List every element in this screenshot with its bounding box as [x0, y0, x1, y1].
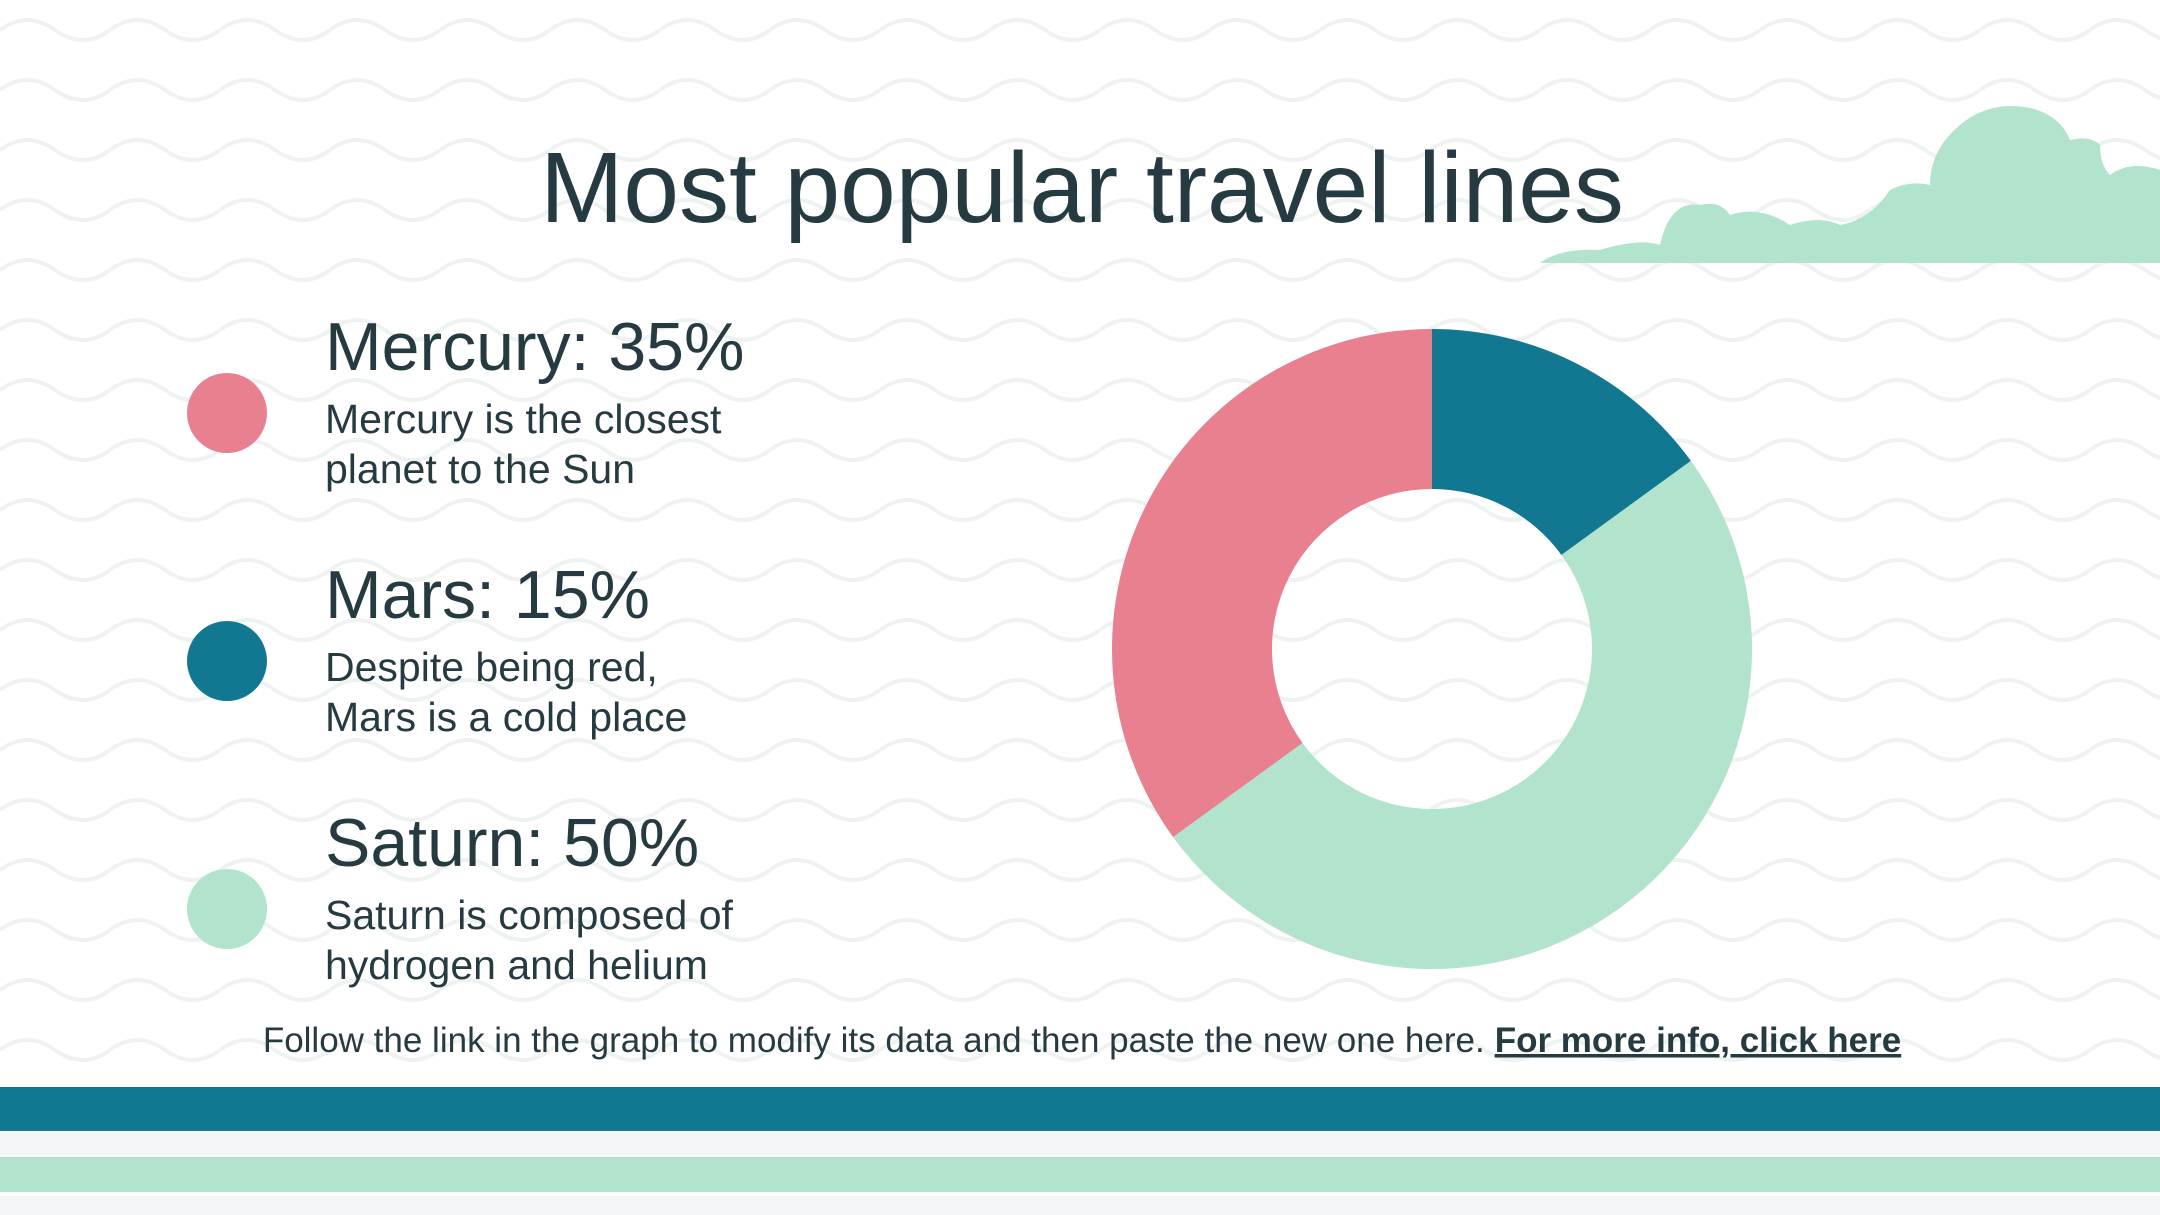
footer: Follow the link in the graph to modify i…: [263, 1021, 1901, 1060]
cloud: [1540, 106, 2160, 263]
donut-segment: [1173, 460, 1753, 970]
footer-link[interactable]: For more info, click here: [1495, 1021, 1902, 1060]
stripe: [0, 1133, 2160, 1155]
legend-description: Saturn is composed of: [325, 892, 734, 938]
legend-description: hydrogen and helium: [325, 942, 708, 988]
legend-swatch: [187, 869, 267, 949]
donut-segment: [1112, 329, 1432, 838]
stripe: [0, 1157, 2160, 1192]
footer-text: Follow the link in the graph to modify i…: [263, 1021, 1485, 1060]
legend-label: Mercury: 35%: [325, 309, 744, 385]
stripe: [0, 1087, 2160, 1131]
donut-chart: [1112, 329, 1753, 970]
legend-description: Despite being red,: [325, 644, 658, 690]
legend-swatch: [187, 373, 267, 453]
legend: Mercury: 35% Mercury is the closestplanet…: [187, 309, 744, 988]
title: Most popular travel lines: [540, 132, 1624, 244]
legend-swatch: [187, 621, 267, 701]
legend-description: planet to the Sun: [325, 446, 635, 492]
legend-label: Mars: 15%: [325, 557, 650, 633]
legend-label: Saturn: 50%: [325, 805, 699, 881]
background-pattern: [0, 0, 2160, 1080]
stripe: [0, 1196, 2160, 1215]
legend-description: Mercury is the closest: [325, 396, 722, 442]
legend-description: Mars is a cold place: [325, 694, 687, 740]
donut-segment: [1432, 329, 1691, 555]
